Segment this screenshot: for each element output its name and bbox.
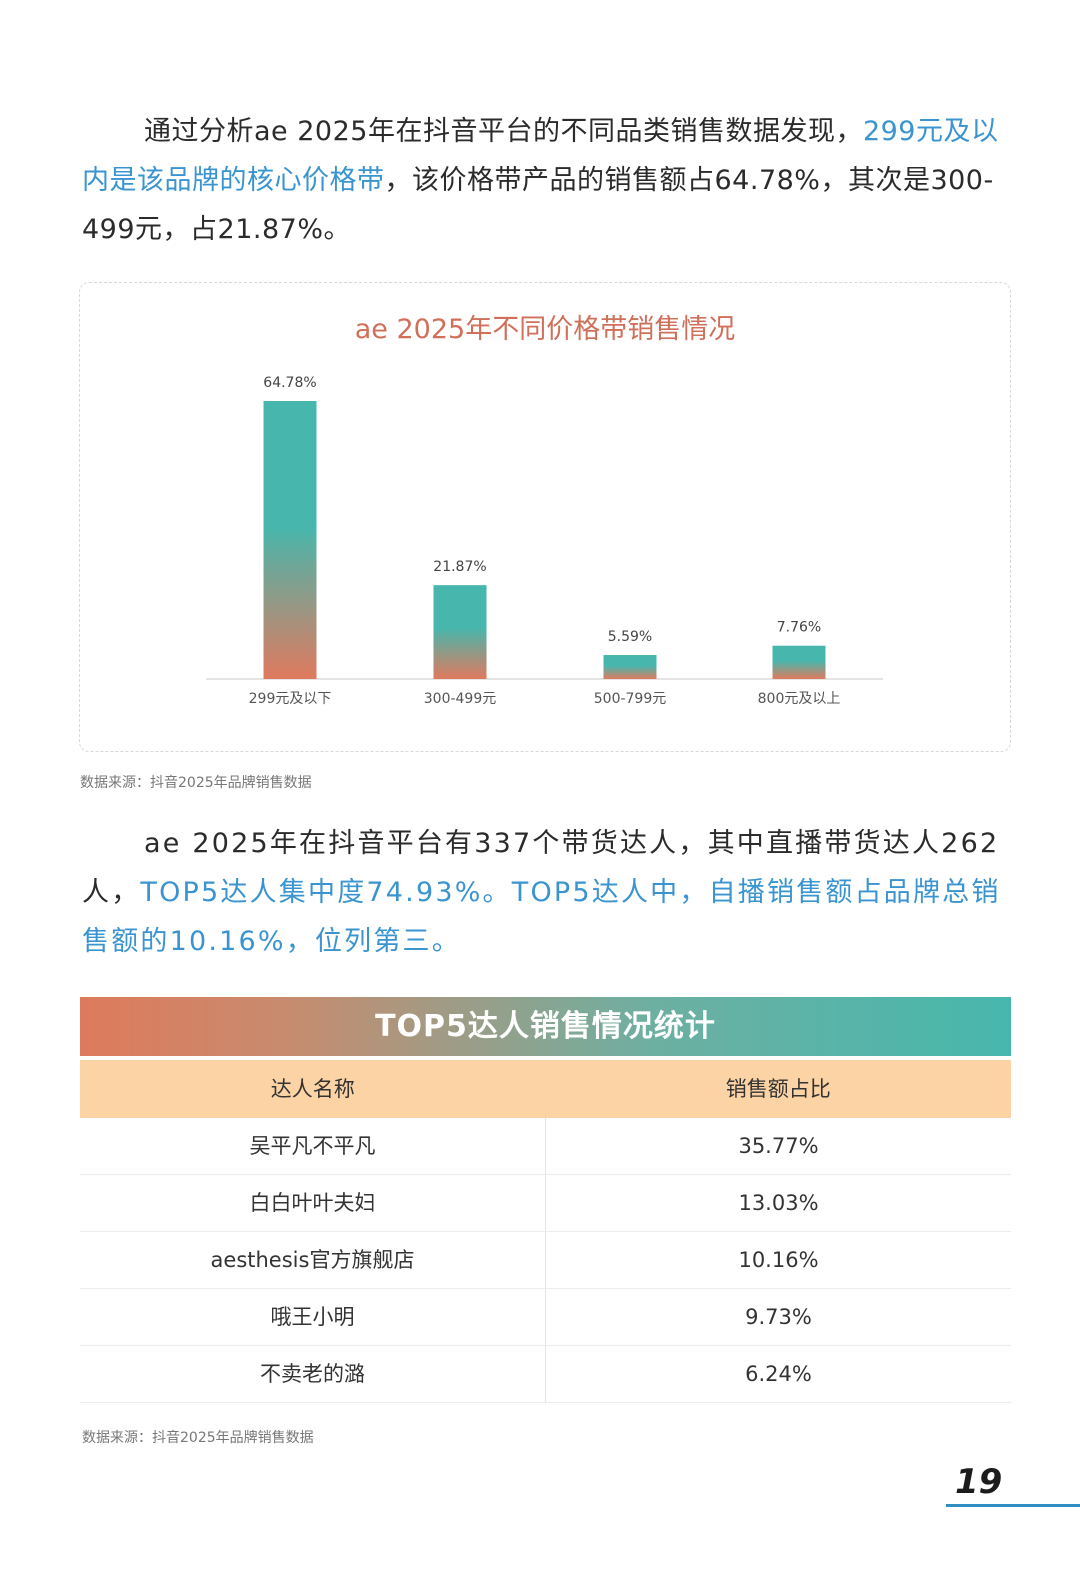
bar-value-label: 21.87% xyxy=(433,559,486,575)
table-row: 哦王小明 9.73% xyxy=(80,1289,1011,1346)
page-number-underline xyxy=(946,1504,1080,1507)
sales-share: 13.03% xyxy=(738,1191,819,1215)
x-tick-label: 300-499元 xyxy=(424,691,497,707)
header-sales-share: 销售额占比 xyxy=(725,1077,831,1101)
sales-share: 10.16% xyxy=(738,1248,819,1272)
table-row: 吴平凡不平凡 35.77% xyxy=(80,1118,1011,1175)
sales-share: 35.77% xyxy=(738,1134,819,1158)
influencer-paragraph: ae 2025年在抖音平台有337个带货达人，其中直播带货达人262人，TOP5… xyxy=(82,819,1012,966)
table-row: aesthesis官方旗舰店 10.16% xyxy=(80,1232,1011,1289)
bar-4 xyxy=(772,645,826,679)
bar-value-label: 64.78% xyxy=(263,375,316,391)
table-row: 不卖老的潞 6.24% xyxy=(80,1346,1011,1403)
chart-source-note: 数据来源：抖音2025年品牌销售数据 xyxy=(80,775,312,791)
influencer-highlight: TOP5达人集中度74.93%。TOP5达人中，自播销售额占品牌总销售额的10.… xyxy=(82,877,1001,957)
bar-value-label: 7.76% xyxy=(777,620,821,636)
intro-paragraph: 通过分析ae 2025年在抖音平台的不同品类销售数据发现，299元及以内是该品牌… xyxy=(82,107,1012,254)
bar-1 xyxy=(263,401,317,679)
influencer-name: 吴平凡不平凡 xyxy=(80,1118,546,1174)
table-header: 达人名称 销售额占比 xyxy=(80,1060,1011,1118)
chart-title: ae 2025年不同价格带销售情况 xyxy=(354,314,736,345)
influencer-name: 哦王小明 xyxy=(80,1289,546,1345)
influencer-name: aesthesis官方旗舰店 xyxy=(80,1232,546,1288)
x-tick-label: 500-799元 xyxy=(594,691,667,707)
top5-table: TOP5达人销售情况统计 达人名称 销售额占比 吴平凡不平凡 35.77% 白白… xyxy=(80,997,1011,1403)
table-title: TOP5达人销售情况统计 xyxy=(80,997,1011,1056)
header-influencer-name: 达人名称 xyxy=(270,1077,355,1101)
influencer-name: 不卖老的潞 xyxy=(80,1346,546,1402)
intro-text-part2: ，该价格带产品的销售额占64.78%，其次是300-499元，占21.87%。 xyxy=(82,165,994,245)
sales-share: 6.24% xyxy=(745,1362,812,1386)
bar-value-label: 5.59% xyxy=(608,629,652,645)
x-tick-label: 299元及以下 xyxy=(249,691,332,707)
page-number: 19 xyxy=(955,1462,1003,1502)
influencer-text-part1: ae 2025年在抖音平台有337个带货达人，其中直播带货达人262人， xyxy=(82,828,1000,908)
bar-chart-svg: 64.78% 299元及以下 21.87% 300-499元 5.59% 500-799元… xyxy=(206,375,883,707)
intro-highlight: 299元及以内是该品牌的核心价格带 xyxy=(82,116,999,196)
influencer-name: 白白叶叶夫妇 xyxy=(80,1175,546,1231)
sales-share: 9.73% xyxy=(745,1305,812,1329)
intro-text-part1: 通过分析ae 2025年在抖音平台的不同品类销售数据发现， xyxy=(144,116,863,147)
table-row: 白白叶叶夫妇 13.03% xyxy=(80,1175,1011,1232)
bar-2 xyxy=(433,585,487,679)
bar-3 xyxy=(603,655,657,679)
table-source-note: 数据来源：抖音2025年品牌销售数据 xyxy=(82,1430,314,1446)
x-tick-label: 800元及以上 xyxy=(758,691,841,707)
price-band-chart: ae 2025年不同价格带销售情况 64.78% 299元及以下 21.87% 300… xyxy=(79,282,1011,752)
